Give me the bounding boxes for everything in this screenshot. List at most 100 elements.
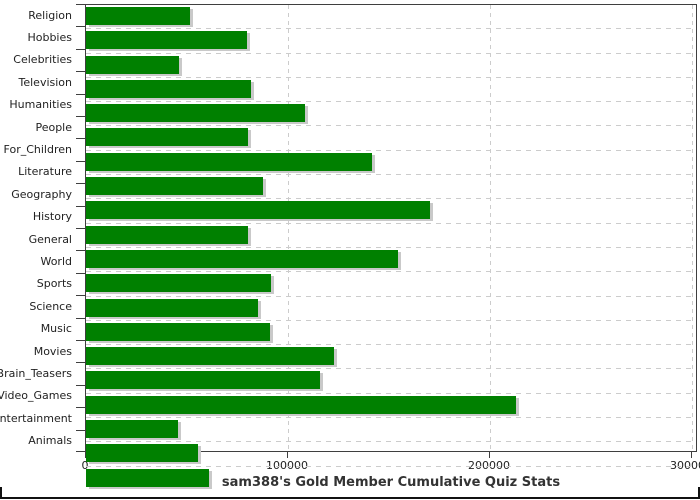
- horizontal-gridline: [86, 52, 696, 54]
- bar-row: [86, 468, 696, 491]
- y-axis-label: Entertainment: [0, 411, 72, 425]
- y-axis-label: Religion: [28, 8, 72, 22]
- y-axis-tick: [76, 407, 85, 408]
- horizontal-gridline: [86, 222, 696, 224]
- horizontal-gridline: [86, 28, 696, 30]
- y-axis-tick: [76, 4, 85, 5]
- bar-humanities: [86, 104, 306, 123]
- y-axis-tick: [76, 94, 85, 95]
- y-axis-tick: [76, 385, 85, 386]
- y-axis-tick: [76, 362, 85, 363]
- y-axis-label: Movies: [33, 344, 72, 358]
- bar-row: [86, 444, 696, 467]
- x-axis-tick: [287, 452, 288, 458]
- bar-row: [86, 7, 696, 30]
- horizontal-gridline: [86, 246, 696, 248]
- x-axis-tick: [691, 452, 692, 458]
- y-axis-tick: [76, 451, 85, 452]
- horizontal-gridline: [86, 271, 696, 273]
- bar-television: [86, 79, 252, 98]
- bar-row: [86, 371, 696, 394]
- horizontal-gridline: [86, 198, 696, 200]
- y-axis-tick: [76, 250, 85, 251]
- horizontal-gridline: [86, 368, 696, 370]
- vertical-gridline: [287, 5, 289, 451]
- horizontal-gridline: [86, 174, 696, 176]
- screenshot-right-border: [698, 487, 700, 499]
- y-axis-tick: [76, 206, 85, 207]
- bar-hobbies: [86, 31, 248, 50]
- chart-title: sam388's Gold Member Cumulative Quiz Sta…: [221, 475, 561, 490]
- bar-row: [86, 274, 696, 297]
- y-axis-label: General: [28, 232, 72, 246]
- bar-sports: [86, 298, 258, 317]
- screenshot-bottom-border: [0, 497, 700, 499]
- bar-video_games: [86, 420, 179, 439]
- bar-row: [86, 201, 696, 224]
- bar-science: [86, 322, 271, 341]
- x-axis-tick-label: 300000: [670, 459, 700, 472]
- bar-animals: [86, 468, 209, 487]
- y-axis-label: Animals: [28, 434, 72, 448]
- y-axis-label: Celebrities: [13, 53, 72, 67]
- bar-row: [86, 225, 696, 248]
- bar-for_children: [86, 152, 372, 171]
- horizontal-gridline: [86, 101, 696, 103]
- y-axis-label: Music: [40, 322, 72, 336]
- y-axis-label: Brain_Teasers: [0, 366, 72, 380]
- y-axis-label: Literature: [18, 165, 72, 179]
- x-axis-tick-label: 0: [81, 459, 89, 472]
- y-axis-tick: [76, 183, 85, 184]
- bar-row: [86, 104, 696, 127]
- y-axis-label: Hobbies: [27, 31, 72, 45]
- y-axis-label: Video_Games: [0, 389, 72, 403]
- bar-row: [86, 152, 696, 176]
- bar-movies: [86, 371, 320, 390]
- bar-music: [86, 347, 335, 366]
- bar-row: [86, 347, 696, 370]
- bar-row: [86, 395, 696, 419]
- x-axis-tick-label: 200000: [468, 459, 510, 472]
- bar-geography: [86, 201, 430, 220]
- bar-history: [86, 225, 249, 244]
- horizontal-gridline: [86, 125, 696, 127]
- horizontal-gridline: [86, 392, 696, 394]
- bar-row: [86, 420, 696, 443]
- y-axis-label: Sports: [36, 277, 72, 291]
- horizontal-gridline: [86, 344, 696, 346]
- horizontal-gridline: [86, 149, 696, 151]
- y-axis-label: World: [40, 254, 72, 268]
- bar-entertainment: [86, 444, 198, 463]
- y-axis-tick: [76, 295, 85, 296]
- vertical-gridline: [489, 5, 491, 451]
- y-axis-tick: [76, 161, 85, 162]
- y-axis-label: People: [35, 120, 72, 134]
- y-axis-labels: Religion Hobbies Celebrities Television Huma…: [0, 4, 72, 452]
- bar-row: [86, 31, 696, 54]
- y-axis-label: For_Children: [3, 143, 72, 157]
- y-axis-tick: [76, 49, 85, 50]
- bar-brain_teasers: [86, 395, 516, 414]
- y-axis-tick: [76, 71, 85, 72]
- horizontal-gridline: [86, 295, 696, 297]
- bar-row: [86, 298, 696, 321]
- bar-general: [86, 249, 399, 268]
- y-axis-tick: [76, 116, 85, 117]
- y-axis-label: Television: [18, 75, 73, 89]
- bar-row: [86, 128, 696, 151]
- screenshot-left-border: [0, 487, 2, 499]
- horizontal-gridline: [86, 417, 696, 419]
- y-axis-tick: [76, 228, 85, 229]
- bar-people: [86, 128, 248, 147]
- y-axis-label: History: [32, 210, 72, 224]
- horizontal-gridline: [86, 319, 696, 321]
- y-axis-tick: [76, 430, 85, 431]
- x-axis-tick: [489, 452, 490, 458]
- bar-row: [86, 177, 696, 200]
- y-axis-ticks: [76, 4, 85, 452]
- x-axis-ticks: [85, 452, 697, 459]
- bar-row: [86, 79, 696, 103]
- bar-literature: [86, 177, 264, 196]
- y-axis-label: Humanities: [9, 98, 72, 112]
- y-axis-tick: [76, 138, 85, 139]
